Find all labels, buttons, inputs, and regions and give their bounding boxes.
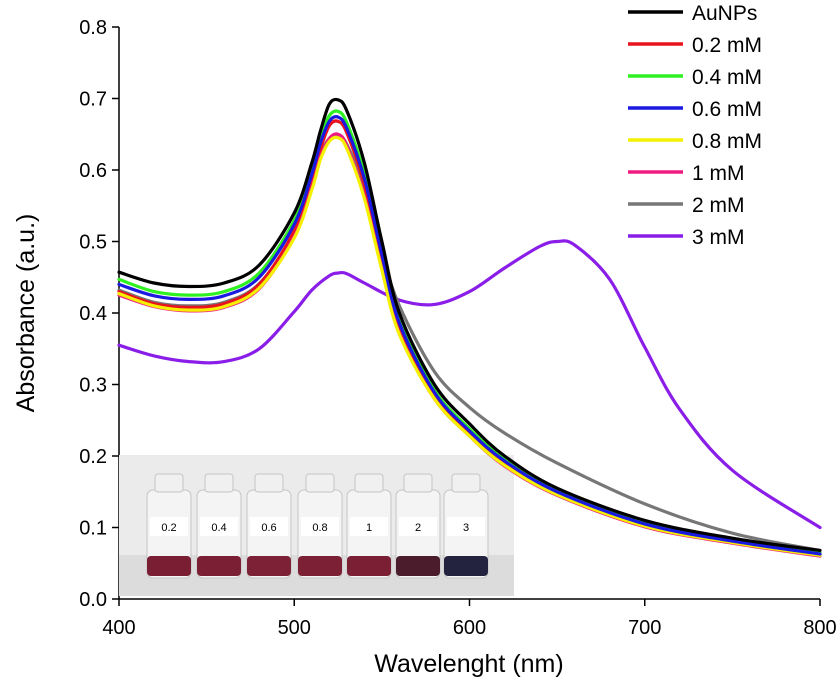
series-line (117, 239, 822, 530)
x-tick-label: 400 (102, 617, 135, 639)
vials-photo-inset: 0.2 0.4 0.6 0.8 1 2 3 (119, 455, 514, 596)
vial-liquid (396, 556, 440, 576)
vial-liquid (197, 556, 241, 576)
y-tick-label: 0.7 (79, 89, 107, 111)
legend-label: 0.8 mM (692, 130, 762, 153)
vial-label-tag (200, 517, 238, 536)
y-tick-label: 0.6 (79, 160, 107, 182)
vial-neck (305, 473, 335, 493)
vial-neck (154, 473, 184, 493)
legend-label: 0.6 mM (692, 98, 762, 121)
y-tick-label: 0.2 (79, 446, 107, 468)
vial-neck (403, 473, 433, 493)
y-tick-label: 0.3 (79, 375, 107, 397)
vial-label: 0.2 (161, 522, 176, 534)
x-axis-title: Wavelenght (nm) (374, 650, 563, 678)
vial-liquid (247, 556, 291, 576)
legend-label: 2 mM (692, 194, 745, 217)
vial-neck (354, 473, 384, 493)
y-axis-title: Absorbance (a.u.) (12, 214, 40, 413)
vial-label-tag (250, 517, 288, 536)
vial-liquid (347, 556, 391, 576)
y-tick-label: 0.5 (79, 232, 107, 254)
vial-label-tag (399, 517, 437, 536)
x-tick-label: 500 (278, 617, 311, 639)
vial-label-tag (150, 517, 188, 536)
vial-liquid (298, 556, 342, 576)
series-line (117, 115, 822, 556)
legend-label: 0.4 mM (692, 66, 762, 89)
vial-neck (451, 473, 481, 493)
series-line (117, 97, 822, 552)
vial-label-tag (447, 517, 485, 536)
y-tick-label: 0.0 (79, 589, 107, 611)
vial-label: 0.6 (261, 522, 276, 534)
vial-label: 0.4 (211, 522, 226, 534)
vial-label-tag (301, 517, 339, 536)
vial-label-tag (350, 517, 388, 536)
y-tick-label: 0.1 (79, 518, 107, 540)
legend-label: 3 mM (692, 226, 745, 249)
vial-label: 2 (415, 522, 421, 534)
y-tick-label: 0.8 (79, 17, 107, 39)
legend-label: 0.2 mM (692, 34, 762, 57)
vial-label: 3 (463, 522, 469, 534)
x-tick-label: 600 (453, 617, 486, 639)
x-tick-label: 700 (628, 617, 661, 639)
vial-liquid (147, 556, 191, 576)
vial-neck (204, 473, 234, 493)
vial-label: 1 (366, 522, 372, 534)
vial-liquid (444, 556, 488, 576)
legend-label: AuNPs (692, 2, 757, 25)
vial-label: 0.8 (312, 522, 327, 534)
vial-neck (254, 473, 284, 493)
x-tick-label: 800 (803, 617, 836, 639)
y-tick-label: 0.4 (79, 303, 107, 325)
legend-label: 1 mM (692, 162, 745, 185)
series-line (117, 135, 822, 557)
